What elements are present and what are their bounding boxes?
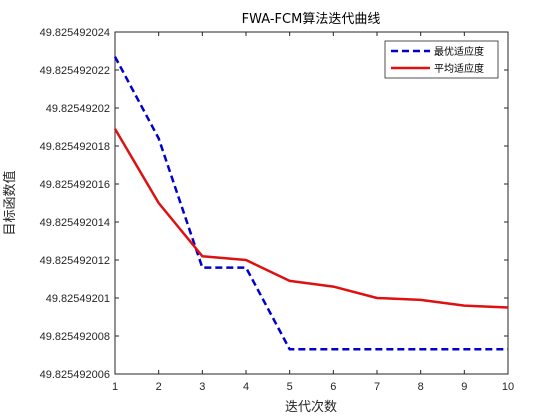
series-line-best-fitness (113, 56, 508, 351)
chart-title: FWA-FCM算法迭代曲线 (242, 12, 381, 27)
x-axis-title: 迭代次数 (285, 399, 337, 415)
series-line-average-fitness (113, 128, 509, 309)
y-tick-label: 49.825492018 (40, 141, 110, 153)
plot-area (114, 31, 509, 375)
x-axis-ticks: 1 2 3 4 5 6 7 8 9 10 (112, 32, 514, 393)
x-tick-label: 5 (287, 381, 293, 393)
y-axis-ticks: 49.825492006 49.825492008 49.82549201 49.82… (40, 27, 508, 381)
y-tick-label: 49.82549201 (46, 293, 110, 305)
y-tick-label: 49.825492016 (40, 179, 110, 191)
x-tick-label: 2 (156, 381, 162, 393)
y-tick-label: 49.825492012 (40, 255, 110, 267)
x-tick-label: 6 (330, 381, 336, 393)
series-layer (113, 56, 509, 351)
x-tick-label: 1 (112, 381, 118, 393)
legend-label-best-fitness: 最优适应度 (434, 45, 484, 58)
x-tick-label: 9 (461, 381, 467, 393)
y-tick-label: 49.825492024 (40, 27, 110, 39)
x-tick-label: 7 (374, 381, 380, 393)
legend: 最优适应度 平均适应度 (384, 40, 499, 79)
x-tick-label: 10 (502, 381, 514, 393)
y-tick-label: 49.825492008 (40, 331, 110, 343)
x-tick-label: 3 (199, 381, 205, 393)
x-tick-label: 4 (243, 381, 249, 393)
y-tick-label: 49.825492022 (40, 65, 110, 77)
y-tick-label: 49.825492014 (40, 217, 110, 229)
x-tick-label: 8 (418, 381, 424, 393)
legend-box (384, 40, 499, 79)
y-tick-label: 49.825492006 (40, 369, 110, 381)
y-tick-label: 49.82549202 (46, 103, 110, 115)
legend-label-average-fitness: 平均适应度 (434, 62, 484, 75)
y-axis-title: 目标函数值 (2, 170, 18, 235)
